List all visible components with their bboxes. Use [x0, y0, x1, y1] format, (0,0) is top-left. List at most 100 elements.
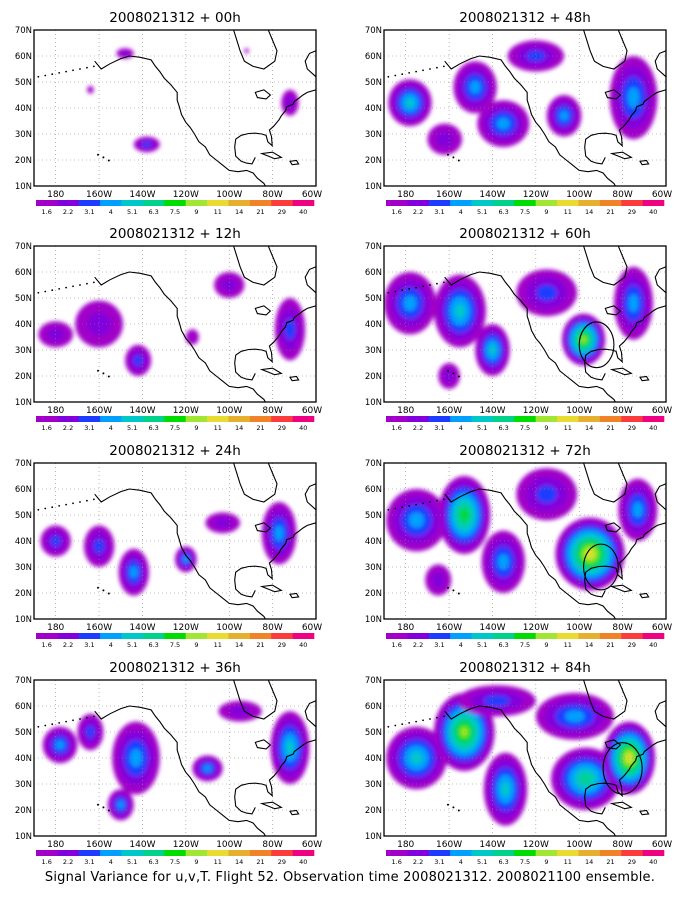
variance-contour	[436, 131, 454, 147]
colorbar-swatch	[557, 850, 579, 856]
coastline-segment	[234, 522, 316, 598]
colorbar-label: 9	[194, 208, 198, 216]
island-dot	[37, 508, 40, 511]
colorbar-label: 3.1	[84, 858, 94, 866]
colorbar-swatch	[492, 850, 515, 856]
island-dot	[457, 809, 460, 812]
variance-contour	[185, 329, 199, 345]
x-tick-label: 100W	[566, 406, 592, 416]
x-tick-label: 160W	[86, 406, 112, 416]
x-tick-label: 100W	[566, 840, 592, 850]
colorbar-swatch	[36, 200, 58, 206]
colorbar-swatch	[450, 200, 472, 206]
variance-contour	[142, 141, 152, 147]
variance-contour	[483, 695, 510, 706]
variance-contour	[469, 80, 481, 94]
island-dot	[429, 68, 431, 70]
coastline-segment	[94, 705, 266, 836]
coastline-segment	[444, 488, 616, 619]
coastline	[37, 246, 316, 402]
y-tick-label: 50N	[15, 511, 32, 521]
island-dot	[408, 505, 411, 507]
x-tick-label: 80W	[612, 190, 632, 200]
figure-caption: Signal Variance for u,v,T. Flight 52. Ob…	[44, 870, 656, 885]
colorbar-label: 21	[606, 641, 614, 649]
colorbar-swatch	[514, 633, 536, 639]
coastline	[387, 463, 666, 619]
variance-contour	[496, 117, 510, 130]
map-frame	[383, 462, 667, 620]
colorbar-swatch	[57, 416, 80, 422]
coastline	[37, 680, 316, 836]
y-tick-label: 30N	[365, 346, 382, 356]
y-tick-label: 30N	[365, 130, 382, 140]
y-tick-label: 10N	[365, 615, 382, 625]
island-dot	[408, 72, 411, 74]
colorbar-swatch	[492, 633, 515, 639]
colorbar-label: 3.1	[84, 641, 94, 649]
panel-title: 2008021312 + 36h	[109, 660, 241, 676]
colorbar-label: 7.5	[520, 424, 530, 432]
y-tick-label: 50N	[365, 728, 382, 738]
colorbar-label: 5.1	[127, 858, 137, 866]
island-dot	[394, 290, 397, 293]
panel-title: 2008021312 + 84h	[459, 660, 591, 676]
colorbar-swatch	[621, 850, 643, 856]
panel-title: 2008021312 + 24h	[109, 443, 241, 459]
map-background	[34, 680, 316, 836]
colorbar-swatch	[599, 200, 622, 206]
variance-contour	[129, 748, 142, 768]
colorbar-label: 7.5	[170, 858, 180, 866]
colorbar-label: 5.1	[477, 641, 487, 649]
island-outline	[289, 375, 300, 382]
island-dot	[452, 806, 455, 809]
colorbar-label: 9	[544, 641, 548, 649]
island-dot	[79, 718, 81, 720]
x-tick-label: 180	[47, 190, 64, 200]
y-tick-label: 70N	[365, 676, 382, 686]
island-outline	[289, 592, 300, 599]
x-tick-label: 160W	[436, 840, 462, 850]
island-dot	[44, 74, 47, 77]
map-frame	[33, 245, 317, 403]
colorbar-label: 29	[278, 424, 286, 432]
y-tick-label: 20N	[15, 372, 32, 382]
colorbar-swatch	[271, 200, 293, 206]
island-outline	[604, 305, 622, 316]
y-tick-label: 30N	[15, 780, 32, 790]
colorbar-swatch	[407, 416, 430, 422]
map-panel: 2008021312 + 24h 10N 20N 30N 40N 50N 60N 70N 180…	[15, 443, 322, 649]
island-outline	[604, 522, 622, 533]
panel-title: 2008021312 + 72h	[459, 443, 591, 459]
panel-title: 2008021312 + 00h	[109, 10, 241, 26]
island-dot	[79, 68, 81, 70]
y-tick-label: 50N	[365, 78, 382, 88]
map-panel: 2008021312 + 12h 10N 20N 30N 40N 50N 60N 70N 180…	[15, 226, 322, 432]
colorbar-label: 6.3	[498, 641, 508, 649]
island-dot	[452, 589, 455, 592]
colorbar-swatch	[57, 200, 80, 206]
colorbar-swatch	[100, 200, 122, 206]
coastline-segment	[234, 739, 316, 815]
x-tick-label: 120W	[173, 623, 199, 633]
colorbar-swatch	[249, 633, 272, 639]
colorbar-label: 9	[544, 208, 548, 216]
map-panel: 2008021312 + 48h 10N 20N 30N 40N 50N 60N 70N 180…	[365, 10, 672, 216]
colorbar-label: 1.6	[42, 208, 52, 216]
colorbar-label: 21	[606, 858, 614, 866]
colorbar-label: 40	[299, 208, 307, 216]
island-dot	[429, 284, 431, 286]
target-circle	[578, 321, 615, 369]
colorbar-label: 9	[544, 858, 548, 866]
island-dot	[387, 508, 390, 511]
island-dot	[65, 286, 68, 289]
x-tick-label: 60W	[652, 840, 672, 850]
island-outline	[254, 305, 272, 316]
island-outline	[639, 592, 650, 599]
island-dot	[102, 156, 105, 159]
island-dot	[446, 586, 449, 589]
island-dot	[387, 725, 390, 728]
island-dot	[102, 372, 105, 375]
colorbar-swatch	[271, 850, 293, 856]
x-tick-label: 180	[47, 840, 64, 850]
